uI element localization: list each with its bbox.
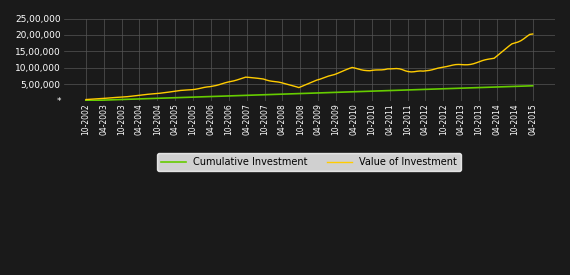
Cumulative Investment — [83, 99, 89, 102]
Value of Investment — [372, 68, 379, 72]
Value of Investment — [83, 98, 89, 101]
Cumulative Investment — [150, 97, 157, 100]
Cumulative Investment — [381, 89, 388, 92]
Cumulative Investment — [529, 84, 536, 87]
Cumulative Investment — [372, 89, 379, 93]
Value of Investment — [150, 92, 157, 95]
Cumulative Investment — [237, 94, 243, 97]
Value of Investment — [529, 32, 536, 36]
Value of Investment — [97, 97, 104, 100]
Value of Investment — [195, 87, 202, 90]
Line: Value of Investment: Value of Investment — [86, 34, 532, 100]
Cumulative Investment — [97, 98, 104, 102]
Line: Cumulative Investment: Cumulative Investment — [86, 86, 532, 101]
Value of Investment — [237, 77, 243, 81]
Legend: Cumulative Investment, Value of Investment: Cumulative Investment, Value of Investme… — [157, 153, 461, 171]
Cumulative Investment — [195, 95, 202, 99]
Value of Investment — [381, 68, 388, 71]
